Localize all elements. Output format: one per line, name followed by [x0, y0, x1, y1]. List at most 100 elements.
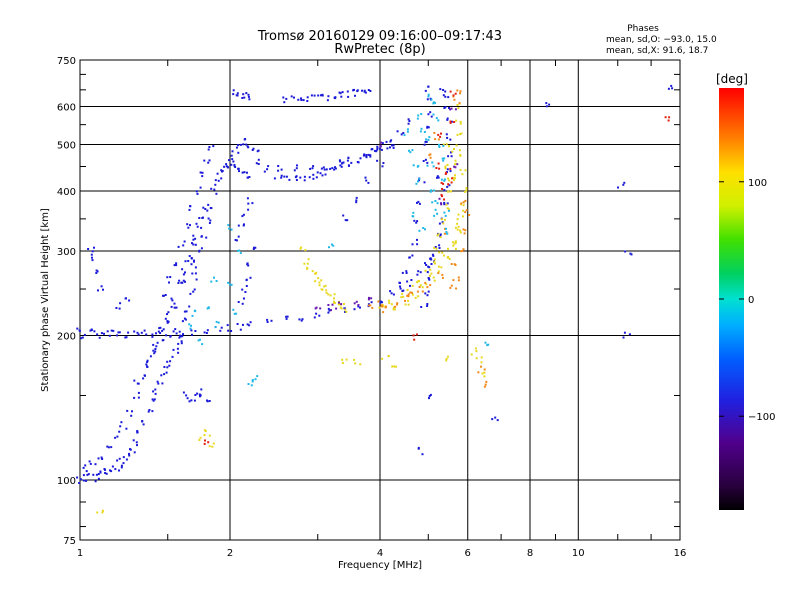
- data-point: [266, 321, 269, 323]
- data-point: [320, 94, 322, 97]
- data-point: [280, 174, 283, 177]
- data-point: [357, 161, 360, 164]
- data-point: [157, 330, 160, 333]
- data-point: [226, 324, 229, 327]
- data-point: [406, 289, 409, 291]
- data-point: [193, 399, 196, 402]
- data-point: [293, 96, 295, 99]
- data-point: [389, 146, 391, 149]
- data-point: [86, 473, 89, 476]
- data-point: [183, 240, 186, 243]
- data-point: [301, 318, 304, 321]
- data-point: [381, 142, 384, 145]
- data-point: [191, 272, 194, 275]
- data-point: [418, 229, 421, 232]
- data-point: [340, 165, 343, 168]
- data-point: [254, 246, 257, 249]
- data-point: [412, 211, 415, 214]
- data-point: [125, 458, 128, 461]
- data-point: [456, 222, 459, 225]
- data-point: [450, 107, 453, 110]
- data-point: [439, 233, 442, 236]
- data-point: [199, 186, 202, 189]
- data-point: [146, 361, 149, 363]
- data-point: [306, 267, 309, 270]
- data-point: [389, 290, 392, 293]
- data-point: [432, 102, 435, 105]
- data-point: [415, 221, 418, 224]
- data-point: [430, 98, 433, 101]
- data-point: [195, 222, 198, 225]
- data-point: [427, 265, 430, 268]
- data-point: [470, 353, 473, 356]
- data-point: [96, 270, 99, 273]
- data-point: [144, 374, 146, 377]
- data-point: [85, 479, 88, 482]
- data-point: [171, 299, 174, 302]
- data-point: [97, 457, 100, 460]
- data-point: [188, 208, 191, 211]
- data-point: [325, 168, 328, 171]
- data-point: [480, 356, 483, 359]
- data-point: [433, 214, 436, 217]
- data-point: [173, 264, 176, 267]
- data-point: [494, 416, 497, 419]
- data-point: [458, 149, 461, 152]
- data-point: [318, 281, 321, 284]
- data-point: [208, 222, 211, 224]
- data-point: [370, 297, 373, 300]
- data-point: [204, 208, 207, 210]
- data-point: [442, 143, 445, 146]
- data-point: [95, 473, 98, 476]
- data-point: [312, 173, 315, 176]
- data-point: [245, 285, 248, 287]
- data-point: [136, 431, 139, 434]
- data-point: [188, 323, 191, 326]
- data-point: [436, 202, 439, 205]
- data-point: [456, 163, 459, 166]
- data-point: [419, 284, 422, 287]
- data-point: [353, 88, 355, 91]
- data-point: [306, 262, 309, 265]
- data-point: [417, 180, 419, 183]
- data-point: [435, 247, 438, 250]
- data-point: [356, 90, 359, 93]
- data-point: [380, 304, 383, 307]
- data-point: [371, 306, 374, 309]
- data-point: [443, 189, 446, 192]
- data-point: [379, 301, 382, 304]
- data-point: [355, 201, 358, 204]
- data-point: [338, 159, 341, 162]
- data-point: [346, 219, 349, 222]
- data-point: [88, 460, 91, 463]
- data-point: [95, 272, 98, 274]
- data-point: [342, 161, 345, 164]
- data-point: [424, 262, 426, 265]
- data-point: [456, 104, 459, 106]
- data-point: [371, 148, 374, 150]
- data-point: [456, 133, 459, 136]
- data-point: [146, 359, 149, 362]
- data-point: [306, 100, 309, 102]
- data-point: [440, 266, 443, 269]
- data-point: [232, 93, 235, 96]
- data-point: [392, 308, 395, 311]
- data-point: [381, 301, 383, 304]
- data-point: [394, 305, 397, 308]
- data-point: [420, 306, 423, 308]
- data-point: [171, 355, 174, 358]
- data-point: [328, 309, 331, 312]
- data-point: [353, 358, 356, 361]
- data-point: [182, 391, 185, 394]
- data-point: [252, 248, 255, 250]
- data-point: [438, 247, 441, 249]
- data-point: [428, 136, 431, 139]
- data-point: [237, 151, 240, 154]
- data-point: [110, 329, 113, 332]
- data-point: [426, 303, 429, 305]
- data-point: [452, 95, 455, 98]
- data-point: [438, 251, 441, 254]
- data-point: [459, 231, 462, 234]
- data-point: [424, 269, 427, 272]
- data-point: [624, 250, 627, 253]
